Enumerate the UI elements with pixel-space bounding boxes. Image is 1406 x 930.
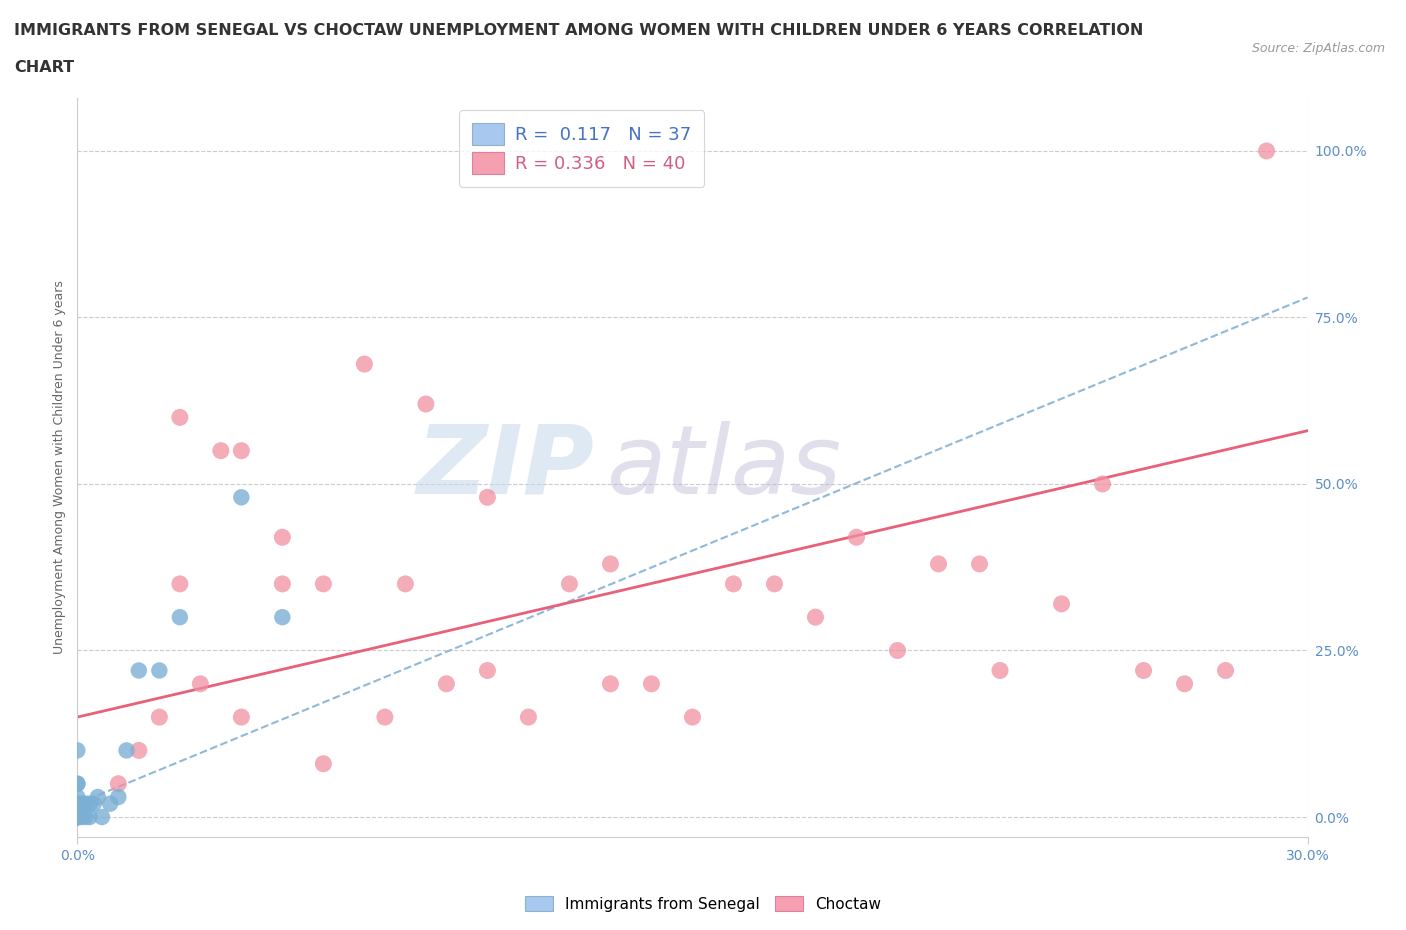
Point xyxy=(148,663,170,678)
Point xyxy=(75,796,97,811)
Point xyxy=(886,643,908,658)
Point xyxy=(1256,143,1278,158)
Point xyxy=(763,577,786,591)
Point xyxy=(128,663,150,678)
Point xyxy=(517,710,540,724)
Point xyxy=(70,810,93,825)
Point xyxy=(1215,663,1237,678)
Point xyxy=(66,743,89,758)
Point xyxy=(66,796,89,811)
Point xyxy=(66,810,89,825)
Point xyxy=(599,676,621,691)
Point xyxy=(640,676,662,691)
Point xyxy=(599,556,621,571)
Point xyxy=(128,743,150,758)
Point xyxy=(66,810,89,825)
Point xyxy=(1174,676,1197,691)
Point xyxy=(66,810,89,825)
Point xyxy=(66,810,89,825)
Point xyxy=(169,610,191,625)
Point xyxy=(312,577,335,591)
Point xyxy=(477,490,499,505)
Point xyxy=(66,810,89,825)
Point xyxy=(394,577,416,591)
Point xyxy=(66,810,89,825)
Point xyxy=(66,810,89,825)
Text: atlas: atlas xyxy=(606,420,841,513)
Text: Source: ZipAtlas.com: Source: ZipAtlas.com xyxy=(1251,42,1385,55)
Point xyxy=(66,810,89,825)
Point xyxy=(1132,663,1154,678)
Point xyxy=(353,356,375,371)
Point xyxy=(66,810,89,825)
Point xyxy=(271,530,294,545)
Point xyxy=(79,810,101,825)
Point xyxy=(477,663,499,678)
Point xyxy=(1091,476,1114,491)
Legend: Immigrants from Senegal, Choctaw: Immigrants from Senegal, Choctaw xyxy=(519,889,887,918)
Text: ZIP: ZIP xyxy=(416,420,595,513)
Point xyxy=(66,810,89,825)
Point xyxy=(969,556,991,571)
Point xyxy=(107,790,129,804)
Point xyxy=(845,530,868,545)
Point xyxy=(928,556,950,571)
Point xyxy=(231,490,253,505)
Point xyxy=(804,610,827,625)
Point xyxy=(98,796,121,811)
Point xyxy=(558,577,581,591)
Point xyxy=(723,577,745,591)
Point xyxy=(374,710,396,724)
Text: IMMIGRANTS FROM SENEGAL VS CHOCTAW UNEMPLOYMENT AMONG WOMEN WITH CHILDREN UNDER : IMMIGRANTS FROM SENEGAL VS CHOCTAW UNEMP… xyxy=(14,23,1143,38)
Point xyxy=(75,810,97,825)
Text: CHART: CHART xyxy=(14,60,75,75)
Point xyxy=(188,676,212,691)
Legend: R =  0.117   N = 37, R = 0.336   N = 40: R = 0.117 N = 37, R = 0.336 N = 40 xyxy=(460,111,704,187)
Point xyxy=(79,796,101,811)
Point xyxy=(66,790,89,804)
Point xyxy=(107,777,129,791)
Point xyxy=(66,777,89,791)
Point xyxy=(148,710,170,724)
Point xyxy=(271,610,294,625)
Point xyxy=(66,810,89,825)
Point xyxy=(66,777,89,791)
Point xyxy=(70,796,93,811)
Point xyxy=(1050,596,1073,611)
Point xyxy=(90,810,114,825)
Point xyxy=(66,810,89,825)
Point xyxy=(83,796,105,811)
Point xyxy=(66,796,89,811)
Y-axis label: Unemployment Among Women with Children Under 6 years: Unemployment Among Women with Children U… xyxy=(53,280,66,655)
Point xyxy=(436,676,458,691)
Point xyxy=(988,663,1011,678)
Point xyxy=(312,756,335,771)
Point xyxy=(682,710,704,724)
Point xyxy=(231,444,253,458)
Point xyxy=(87,790,110,804)
Point xyxy=(169,410,191,425)
Point xyxy=(169,577,191,591)
Point xyxy=(115,743,138,758)
Point xyxy=(66,810,89,825)
Point xyxy=(415,396,437,411)
Point xyxy=(271,577,294,591)
Point xyxy=(66,810,89,825)
Point xyxy=(231,710,253,724)
Point xyxy=(209,444,232,458)
